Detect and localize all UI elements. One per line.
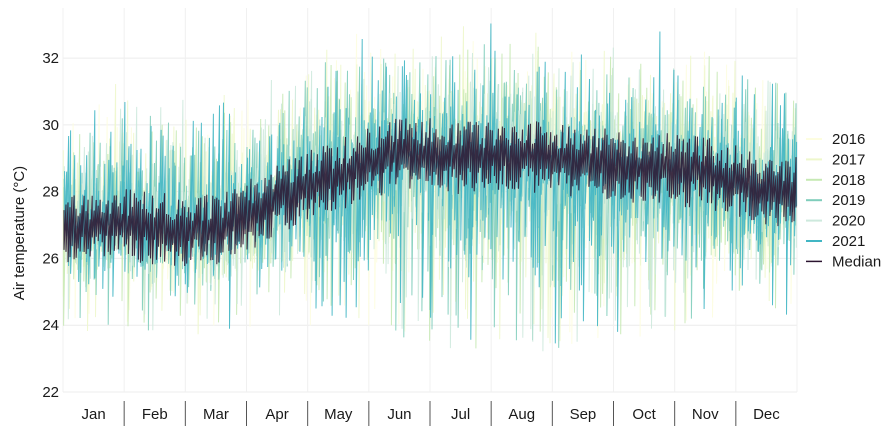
y-axis: 22 24 26 28 30 32 xyxy=(42,50,59,401)
x-tick-label: Jun xyxy=(387,406,411,423)
x-tick-label: Jul xyxy=(451,406,470,423)
legend-item-2021: 2021 xyxy=(806,233,865,250)
series-Median-line xyxy=(63,118,797,267)
legend-item-2016: 2016 xyxy=(806,131,865,148)
x-tick-label: Aug xyxy=(508,406,535,423)
x-tick-label: Dec xyxy=(753,406,780,423)
legend-item-2018: 2018 xyxy=(806,172,865,189)
legend-label: 2018 xyxy=(832,172,865,189)
y-tick-label: 22 xyxy=(42,384,59,401)
legend: 2016 2017 2018 2019 2020 2021 Median xyxy=(806,131,881,270)
x-axis: Jan Feb Mar Apr May Jun Jul Aug Sep Oct Nov Dec xyxy=(81,401,780,426)
legend-label: 2020 xyxy=(832,213,865,230)
x-tick-label: Sep xyxy=(570,406,597,423)
x-tick-label: Nov xyxy=(692,406,719,423)
legend-item-Median: Median xyxy=(806,253,881,270)
median-trace xyxy=(63,118,797,267)
y-tick-label: 32 xyxy=(42,50,59,67)
y-axis-title: Air temperature (°C) xyxy=(11,166,28,300)
x-tick-label: Feb xyxy=(142,406,168,423)
legend-label: 2016 xyxy=(832,131,865,148)
legend-item-2017: 2017 xyxy=(806,151,865,168)
legend-label: 2019 xyxy=(832,192,865,209)
legend-label: 2017 xyxy=(832,151,865,168)
y-tick-label: 28 xyxy=(42,184,59,201)
legend-item-2019: 2019 xyxy=(806,192,865,209)
x-tick-label: Mar xyxy=(203,406,229,423)
y-tick-label: 26 xyxy=(42,250,59,267)
legend-label: Median xyxy=(832,253,881,270)
legend-item-2020: 2020 xyxy=(806,213,865,230)
y-tick-label: 30 xyxy=(42,117,59,134)
x-tick-label: Jan xyxy=(81,406,105,423)
y-tick-label: 24 xyxy=(42,317,59,334)
x-tick-label: Oct xyxy=(632,406,656,423)
x-tick-label: May xyxy=(324,406,353,423)
x-tick-label: Apr xyxy=(265,406,288,423)
legend-label: 2021 xyxy=(832,233,865,250)
